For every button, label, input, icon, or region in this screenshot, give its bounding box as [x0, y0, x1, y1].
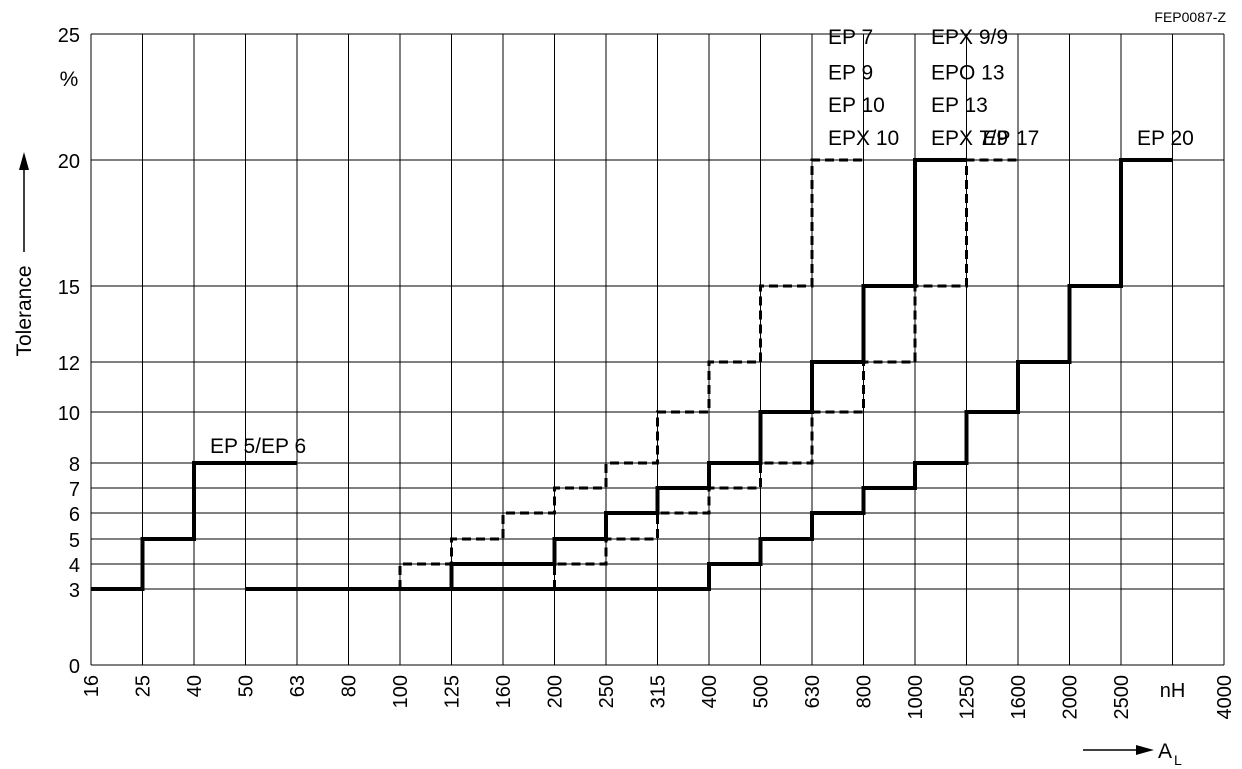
y-tick-label-10: 10	[58, 403, 80, 425]
x-tick-label-630: 630	[802, 675, 824, 708]
x-axis-label-subscript: L	[1174, 752, 1182, 768]
annotation-ep-9: EP 9	[828, 61, 873, 84]
x-tick-label-100: 100	[390, 675, 412, 708]
grid	[90, 33, 1225, 666]
x-tick-label-1000: 1000	[905, 675, 927, 720]
x-tick-label-400: 400	[699, 675, 721, 708]
x-tick-label-315: 315	[648, 675, 670, 708]
annotation-ep-10: EP 10	[828, 94, 885, 117]
x-tick-label-1250: 1250	[957, 675, 979, 720]
annotations: EP 5/EP 6 EP 7 EP 9 EP 10 EPX 10 EPX 9/9 EPO 1…	[210, 26, 1194, 458]
annotation-epx-10: EPX 10	[828, 127, 899, 150]
annotation-ep-20: EP 20	[1137, 127, 1194, 150]
y-tick-label-7: 7	[69, 479, 80, 501]
axes: 0 3 4 5 6 7 8 10 12 15 20 25 16 25 40 50 63 80 100 125 160 20…	[58, 25, 1236, 720]
y-tick-label-8: 8	[69, 454, 80, 476]
x-tick-label-25: 25	[133, 675, 155, 697]
x-tick-label-2500: 2500	[1111, 675, 1133, 720]
annotation-epo-13: EPO 13	[931, 61, 1005, 84]
x-tick-label-200: 200	[545, 675, 567, 708]
y-tick-label-6: 6	[69, 504, 80, 526]
series-group	[91, 158, 1173, 591]
series-line-4	[398, 158, 864, 589]
series-line-2	[245, 158, 967, 591]
x-tick-label-63: 63	[287, 675, 309, 697]
x-axis-unit: nH	[1160, 680, 1186, 702]
series-line-1	[91, 461, 297, 591]
annotation-ep-5-ep-6: EP 5/EP 6	[210, 435, 306, 458]
x-tick-label-4000: 4000	[1214, 675, 1236, 720]
y-axis-arrow	[19, 152, 29, 252]
x-tick-label-40: 40	[184, 675, 206, 697]
x-tick-label-2000: 2000	[1060, 675, 1082, 720]
y-tick-label-12: 12	[58, 353, 80, 375]
x-tick-label-80: 80	[339, 675, 361, 697]
y-tick-label-5: 5	[69, 530, 80, 552]
x-tick-label-500: 500	[751, 675, 773, 708]
figure-code: FEP0087-Z	[1154, 9, 1226, 25]
x-tick-label-50: 50	[236, 675, 258, 697]
annotation-ep-7: EP 7	[828, 26, 873, 49]
x-axis-label: A	[1158, 740, 1172, 763]
y-tick-label-20: 20	[58, 151, 80, 173]
x-axis-arrow	[1083, 745, 1154, 755]
y-tick-label-3: 3	[69, 580, 80, 602]
series-line-3	[451, 158, 1173, 591]
x-tick-label-16: 16	[81, 675, 103, 697]
x-tick-label-800: 800	[854, 675, 876, 708]
y-tick-label-0: 0	[69, 656, 80, 678]
x-tick-label-250: 250	[596, 675, 618, 708]
y-tick-label-15: 15	[58, 277, 80, 299]
series-line-5	[553, 158, 1018, 589]
y-axis-unit: %	[60, 68, 79, 91]
annotation-ep-17: EP 17	[983, 127, 1040, 150]
annotation-epx-7-9: EPX 7/9	[931, 127, 1008, 150]
y-tick-label-25: 25	[58, 25, 80, 47]
y-tick-label-4: 4	[69, 555, 80, 577]
x-tick-label-160: 160	[493, 675, 515, 708]
x-tick-label-125: 125	[442, 675, 464, 708]
y-axis-label: Tolerance	[13, 265, 36, 356]
x-tick-label-1600: 1600	[1008, 675, 1030, 720]
annotation-epx-9-9: EPX 9/9	[931, 26, 1008, 49]
annotation-ep-13: EP 13	[931, 94, 988, 117]
